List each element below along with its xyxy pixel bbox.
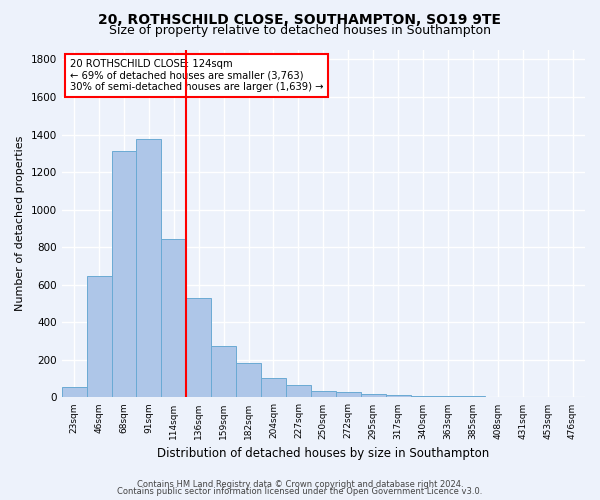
Bar	[161, 238, 186, 398]
Text: 20, ROTHSCHILD CLOSE, SOUTHAMPTON, SO19 9TE: 20, ROTHSCHILD CLOSE, SOUTHAMPTON, SO19 …	[98, 12, 502, 26]
Bar	[436, 396, 460, 398]
Bar	[286, 385, 311, 398]
Text: Size of property relative to detached houses in Southampton: Size of property relative to detached ho…	[109, 24, 491, 37]
Bar	[336, 392, 361, 398]
Text: Contains public sector information licensed under the Open Government Licence v3: Contains public sector information licen…	[118, 487, 482, 496]
Bar	[261, 378, 286, 398]
Bar	[186, 298, 211, 398]
Bar	[112, 152, 136, 398]
Text: 20 ROTHSCHILD CLOSE: 124sqm
← 69% of detached houses are smaller (3,763)
30% of : 20 ROTHSCHILD CLOSE: 124sqm ← 69% of det…	[70, 58, 323, 92]
Bar	[136, 139, 161, 398]
Bar	[410, 396, 436, 398]
Text: Contains HM Land Registry data © Crown copyright and database right 2024.: Contains HM Land Registry data © Crown c…	[137, 480, 463, 489]
Bar	[386, 395, 410, 398]
X-axis label: Distribution of detached houses by size in Southampton: Distribution of detached houses by size …	[157, 447, 490, 460]
Bar	[311, 391, 336, 398]
Bar	[361, 394, 386, 398]
Bar	[62, 387, 86, 398]
Y-axis label: Number of detached properties: Number of detached properties	[15, 136, 25, 312]
Bar	[86, 276, 112, 398]
Bar	[211, 346, 236, 398]
Bar	[460, 396, 485, 398]
Bar	[236, 362, 261, 398]
